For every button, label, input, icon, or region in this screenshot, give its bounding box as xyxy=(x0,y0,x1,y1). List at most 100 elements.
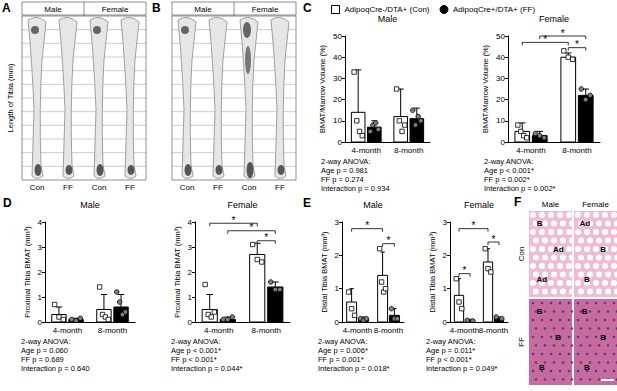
svg-text:8-month: 8-month xyxy=(479,326,508,335)
svg-text:8-month: 8-month xyxy=(394,146,423,155)
svg-text:1: 1 xyxy=(443,284,448,293)
svg-text:Male: Male xyxy=(44,5,62,14)
svg-text:AdipoqCre-/DTA+ (Con): AdipoqCre-/DTA+ (Con) xyxy=(345,5,430,14)
svg-text:BMAT/Marrow Volume (%): BMAT/Marrow Volume (%) xyxy=(318,44,327,133)
svg-text:2: 2 xyxy=(38,268,43,277)
svg-text:Male: Male xyxy=(194,5,212,14)
svg-text:FF p = 0.002*: FF p = 0.002* xyxy=(484,175,530,184)
svg-text:*: * xyxy=(264,232,268,243)
svg-text:1: 1 xyxy=(188,293,193,302)
svg-text:B: B xyxy=(555,333,561,342)
svg-text:0: 0 xyxy=(501,138,506,147)
svg-text:FF: FF xyxy=(125,183,135,192)
svg-text:Age p = 0.981: Age p = 0.981 xyxy=(321,166,368,175)
svg-text:4: 4 xyxy=(188,218,193,227)
svg-text:0: 0 xyxy=(443,318,448,327)
svg-text:Age p = 0.006*: Age p = 0.006* xyxy=(318,346,368,355)
svg-text:10: 10 xyxy=(333,116,342,125)
svg-text:Proximal Tibia BMAT (mm³): Proximal Tibia BMAT (mm³) xyxy=(23,226,32,318)
svg-text:2: 2 xyxy=(335,251,340,260)
svg-text:Male: Male xyxy=(363,200,383,210)
svg-text:40: 40 xyxy=(333,53,342,62)
svg-text:Interaction p = 0.049*: Interaction p = 0.049* xyxy=(426,364,498,373)
svg-text:FF: FF xyxy=(63,183,73,192)
svg-text:4-month: 4-month xyxy=(450,326,479,335)
svg-text:Female: Female xyxy=(464,200,494,210)
svg-text:B: B xyxy=(600,245,606,254)
svg-text:B: B xyxy=(537,307,543,316)
svg-text:1: 1 xyxy=(335,284,340,293)
svg-text:1: 1 xyxy=(38,293,43,302)
svg-text:Male: Male xyxy=(80,200,100,210)
svg-text:FF p = 0.001*: FF p = 0.001* xyxy=(318,355,364,364)
svg-text:2-way ANOVA:: 2-way ANOVA: xyxy=(484,157,533,166)
svg-text:Female: Female xyxy=(252,5,279,14)
svg-text:3: 3 xyxy=(335,218,340,227)
svg-text:Age p < 0.001*: Age p < 0.001* xyxy=(171,346,221,355)
svg-text:Female: Female xyxy=(539,14,569,24)
svg-text:B: B xyxy=(600,333,606,342)
svg-text:40: 40 xyxy=(496,53,505,62)
svg-text:2: 2 xyxy=(443,251,448,260)
svg-text:Female: Female xyxy=(227,200,257,210)
svg-text:4-month: 4-month xyxy=(516,146,545,155)
svg-text:20: 20 xyxy=(333,95,342,104)
svg-text:Ad: Ad xyxy=(553,245,564,254)
svg-text:50: 50 xyxy=(496,32,505,41)
svg-text:Con: Con xyxy=(517,247,526,262)
svg-text:Distal Tibia BMAT (mm³): Distal Tibia BMAT (mm³) xyxy=(320,231,329,312)
svg-text:BMAT/Marrow Volume (%): BMAT/Marrow Volume (%) xyxy=(481,44,490,133)
svg-text:Female: Female xyxy=(582,200,609,209)
svg-text:Ad: Ad xyxy=(537,275,548,284)
svg-text:2-way ANOVA:: 2-way ANOVA: xyxy=(171,337,220,346)
svg-text:B: B xyxy=(582,307,588,316)
svg-text:FF p < 0.001*: FF p < 0.001* xyxy=(426,355,472,364)
svg-text:8-month: 8-month xyxy=(98,326,127,335)
svg-text:4: 4 xyxy=(38,218,43,227)
svg-text:30: 30 xyxy=(333,74,342,83)
svg-text:4-month: 4-month xyxy=(343,326,372,335)
svg-text:Length of Tibia (mm): Length of Tibia (mm) xyxy=(6,63,15,132)
svg-text:2: 2 xyxy=(188,268,193,277)
svg-text:Age p = 0.011*: Age p = 0.011* xyxy=(426,346,475,355)
svg-text:Age p = 0.060: Age p = 0.060 xyxy=(21,346,68,355)
svg-text:F: F xyxy=(514,195,521,209)
svg-text:Interaction p = 0.044*: Interaction p = 0.044* xyxy=(171,364,243,373)
svg-text:*: * xyxy=(543,34,547,45)
svg-text:50: 50 xyxy=(333,32,342,41)
svg-text:*: * xyxy=(472,220,476,231)
svg-text:10: 10 xyxy=(496,116,505,125)
svg-text:Ad: Ad xyxy=(579,219,590,228)
svg-text:*: * xyxy=(492,234,496,245)
svg-text:Con: Con xyxy=(30,183,45,192)
svg-text:8-month: 8-month xyxy=(374,326,403,335)
svg-text:Male: Male xyxy=(542,200,560,209)
svg-text:Male: Male xyxy=(378,14,398,24)
svg-text:*: * xyxy=(387,235,391,246)
svg-text:4-month: 4-month xyxy=(352,146,381,155)
svg-text:3: 3 xyxy=(38,243,43,252)
svg-text:Con: Con xyxy=(180,183,195,192)
svg-text:30: 30 xyxy=(496,74,505,83)
svg-text:FF p = 0.689: FF p = 0.689 xyxy=(21,355,64,364)
svg-text:Interaction p = 0.934: Interaction p = 0.934 xyxy=(321,184,390,193)
svg-text:*: * xyxy=(575,39,579,50)
svg-text:0: 0 xyxy=(338,138,343,147)
svg-text:Age p < 0.001*: Age p < 0.001* xyxy=(484,166,534,175)
svg-text:3: 3 xyxy=(188,243,193,252)
svg-text:20: 20 xyxy=(496,95,505,104)
svg-text:Female: Female xyxy=(102,5,129,14)
svg-text:B: B xyxy=(584,363,590,372)
svg-text:Interaction p = 0.002*: Interaction p = 0.002* xyxy=(484,184,556,193)
svg-text:FF: FF xyxy=(275,183,285,192)
svg-text:*: * xyxy=(561,28,565,39)
svg-text:0: 0 xyxy=(188,318,193,327)
svg-text:*: * xyxy=(232,215,236,226)
svg-text:Con: Con xyxy=(242,183,257,192)
svg-text:FF: FF xyxy=(517,337,526,347)
svg-text:B: B xyxy=(152,1,161,15)
svg-text:FF p = 0.274: FF p = 0.274 xyxy=(321,175,364,184)
svg-text:AdipoqCre+/DTA+ (FF): AdipoqCre+/DTA+ (FF) xyxy=(453,5,535,14)
svg-text:C: C xyxy=(303,1,312,15)
svg-text:*: * xyxy=(463,265,467,276)
